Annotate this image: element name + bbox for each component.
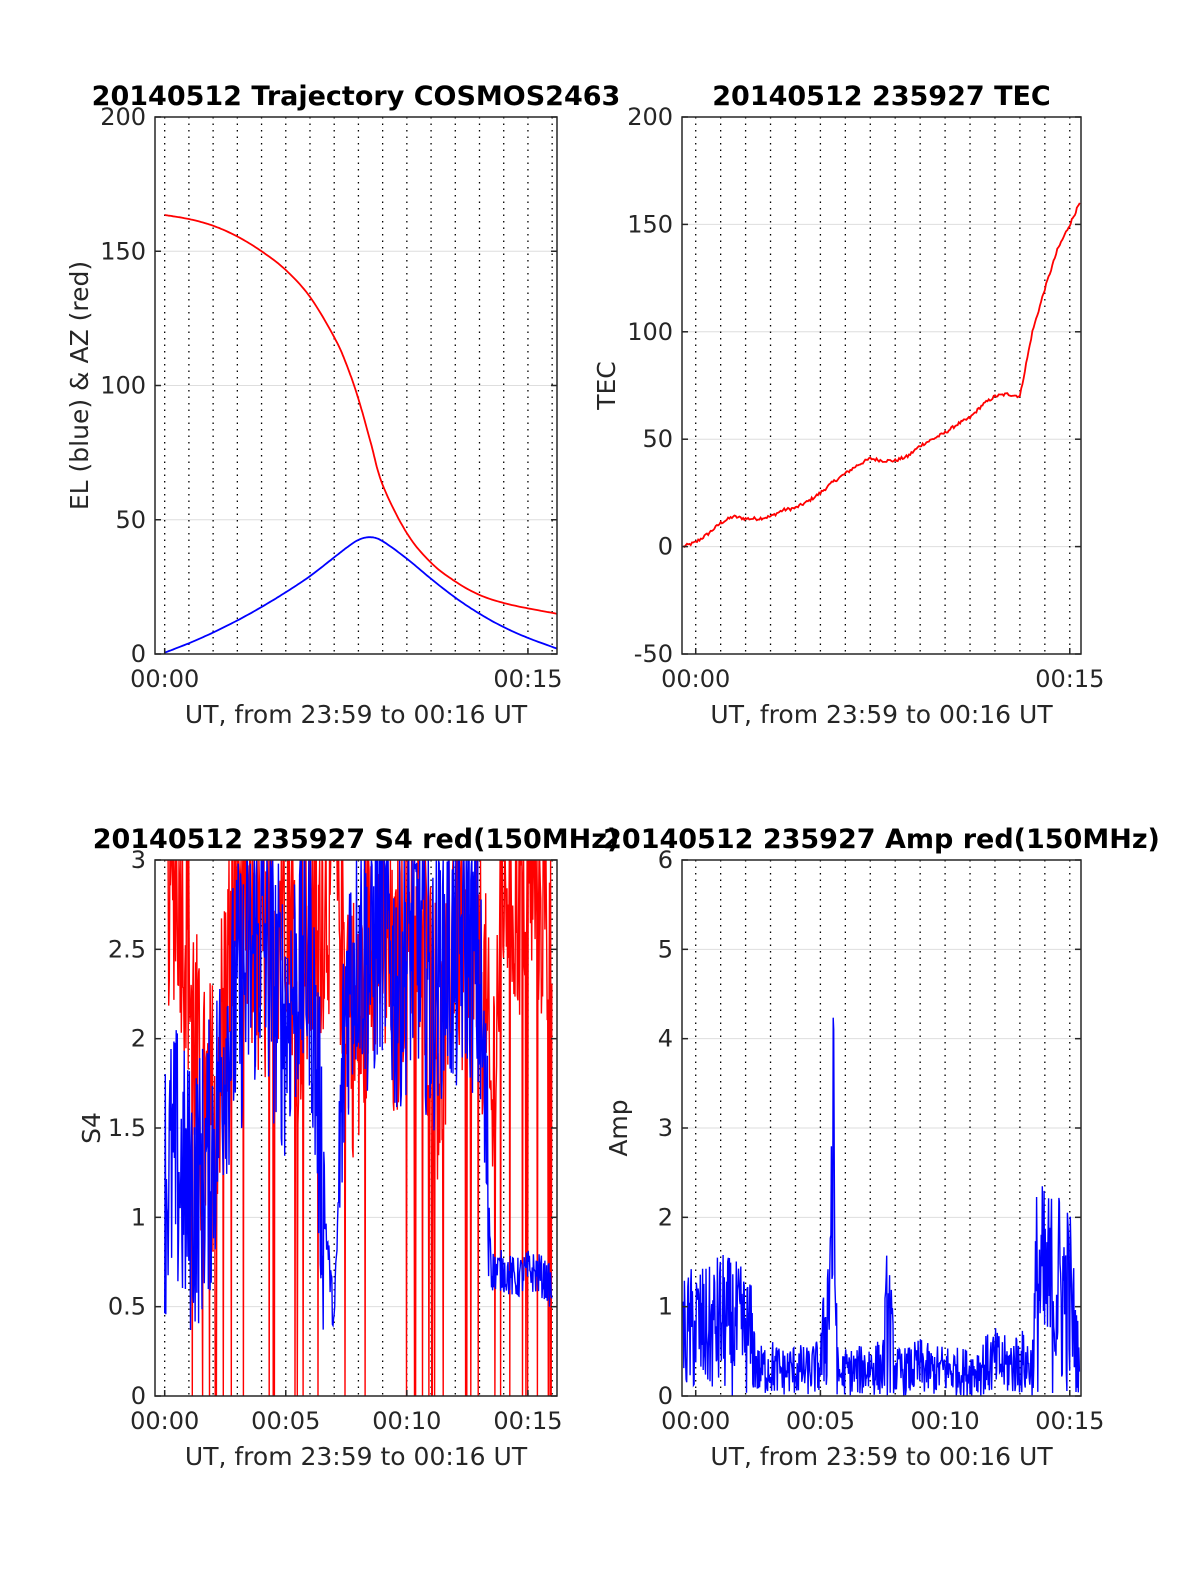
s4-title: 20140512 235927 S4 red(150MHz): [93, 824, 620, 855]
chart-s4: 0 0.5 1 1.5 2 2.5 3 00:00 00:05 00:10 00:15 2014051…: [77, 824, 619, 1471]
trajectory-title: 20140512 Trajectory COSMOS2463: [92, 81, 621, 112]
tec-ytick-label-5: 200: [627, 103, 673, 131]
amp-xtick-label-1: 00:05: [786, 1407, 855, 1435]
trajectory-xlabel: UT, from 23:59 to 00:16 UT: [185, 700, 528, 729]
s4-xtick-label-0: 00:00: [130, 1407, 199, 1435]
tec-xlabel: UT, from 23:59 to 00:16 UT: [710, 700, 1053, 729]
s4-xtick-label-3: 00:15: [493, 1407, 562, 1435]
trajectory-ytick-label-3: 150: [100, 237, 146, 265]
tec-ytick-label-2: 50: [642, 425, 673, 453]
amp-ytick-label-6: 6: [658, 846, 673, 874]
amp-title: 20140512 235927 Amp red(150MHz): [603, 824, 1160, 855]
s4-ytick-label-1: 0.5: [108, 1293, 146, 1321]
s4-ytick-label-3: 1.5: [108, 1114, 146, 1142]
amp-ylabel: Amp: [604, 1099, 633, 1156]
trajectory-xtick-label-0: 00:00: [130, 665, 199, 693]
s4-ytick-label-2: 1: [131, 1203, 146, 1231]
trajectory-ytick-label-1: 50: [115, 506, 146, 534]
trajectory-ylabel: EL (blue) & AZ (red): [65, 261, 94, 510]
s4-ytick-label-0: 0: [131, 1382, 146, 1410]
trajectory-ytick-label-0: 0: [131, 640, 146, 668]
amp-ytick-label-1: 1: [658, 1293, 673, 1321]
trajectory-series-1-line: [164, 536, 557, 654]
tec-ytick-label-0: -50: [634, 640, 673, 668]
amp-xtick-label-2: 00:10: [911, 1407, 980, 1435]
amp-ytick-label-2: 2: [658, 1203, 673, 1231]
amp-xtick-label-0: 00:00: [661, 1407, 730, 1435]
s4-xlabel: UT, from 23:59 to 00:16 UT: [185, 1442, 528, 1471]
chart-amp: 0 1 2 3 4 5 6 00:00 00:05 00:10 00:15 20140512 2359…: [603, 824, 1160, 1471]
amp-ytick-label-3: 3: [658, 1114, 673, 1142]
amp-xlabel: UT, from 23:59 to 00:16 UT: [710, 1442, 1053, 1471]
amp-ytick-label-0: 0: [658, 1382, 673, 1410]
s4-xtick-label-2: 00:10: [372, 1407, 441, 1435]
chart-trajectory: 0 50 100 150 200 00:00 00:15 20140512 Trajector…: [65, 81, 620, 729]
amp-xtick-label-3: 00:15: [1035, 1407, 1104, 1435]
tec-plot-area: [682, 117, 1081, 654]
amp-ytick-label-5: 5: [658, 935, 673, 963]
tec-ylabel: TEC: [592, 361, 621, 411]
tec-title: 20140512 235927 TEC: [712, 81, 1051, 112]
amp-series-0-line: [682, 1017, 1081, 1396]
tec-ytick-label-4: 150: [627, 210, 673, 238]
tec-xtick-label-0: 00:00: [661, 665, 730, 693]
s4-series-0-line: [164, 860, 553, 1396]
s4-ytick-label-6: 3: [131, 846, 146, 874]
tec-xtick-label-1: 00:15: [1035, 665, 1104, 693]
s4-xtick-label-1: 00:05: [251, 1407, 320, 1435]
tec-axes-box: [681, 116, 1082, 655]
chart-tec: -50 0 50 100 150 200 00:00 00:15 20140512 235927…: [592, 81, 1104, 729]
amp-ytick-label-4: 4: [658, 1025, 673, 1053]
s4-ylabel: S4: [77, 1112, 106, 1144]
trajectory-ytick-label-2: 100: [100, 372, 146, 400]
tec-ytick-label-1: 0: [658, 533, 673, 561]
tec-series-0-line: [682, 202, 1081, 548]
trajectory-series-0-line: [164, 214, 557, 615]
s4-ytick-label-5: 2.5: [108, 935, 146, 963]
s4-ytick-label-4: 2: [131, 1025, 146, 1053]
trajectory-ytick-label-4: 200: [100, 103, 146, 131]
trajectory-xtick-label-1: 00:15: [493, 665, 562, 693]
s4-series-1-line: [164, 860, 553, 1331]
tec-ytick-label-3: 100: [627, 318, 673, 346]
